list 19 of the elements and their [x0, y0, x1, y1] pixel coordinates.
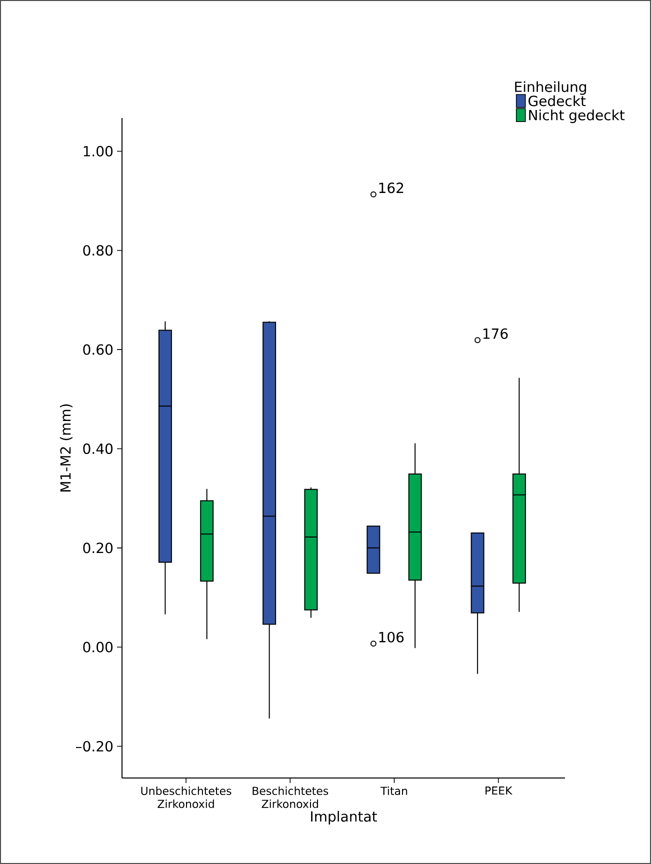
legend-label: Nicht gedeckt [529, 110, 625, 124]
y-tick-label: 0.80 [83, 245, 113, 256]
annotation: 176 [483, 328, 508, 339]
x-tick-label: Beschichtetes Zirkonoxid [252, 786, 328, 808]
x-tick-label: Unbeschichtetes Zirkonoxid [141, 786, 232, 808]
y-tick-label: 0.20 [83, 542, 113, 554]
y-tick-label: 0.00 [83, 642, 113, 652]
y-tick-label: 0.60 [83, 344, 113, 355]
y-tick-label: 1.00 [84, 146, 113, 157]
annotation: 106 [379, 632, 404, 642]
x-tick-label: Titan [380, 786, 408, 796]
x-tick-label: PEEK [486, 786, 512, 795]
x-axis-title: Implantat [311, 810, 377, 824]
legend-title: Einheilung [515, 81, 586, 95]
y-axis-title: M1-M2 (mm) [60, 404, 72, 492]
y-tick-label: 0.40 [83, 443, 113, 454]
legend-label: Gedeckt [528, 95, 586, 106]
y-tick-label: –0.20 [76, 740, 113, 752]
annotation: 162 [379, 182, 404, 194]
